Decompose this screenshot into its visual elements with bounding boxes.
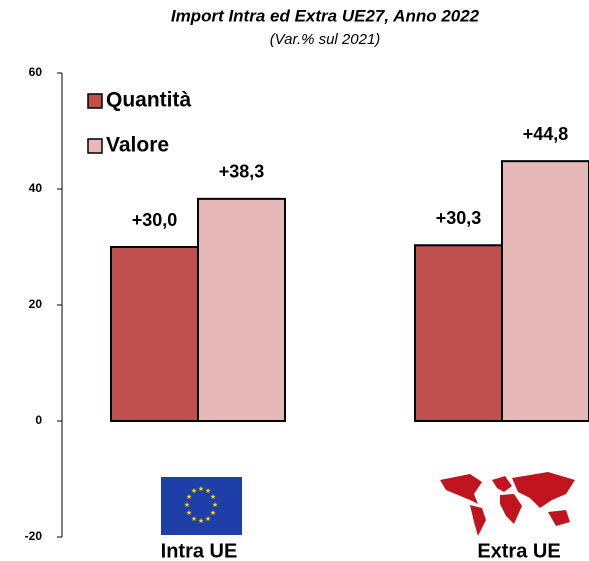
svg-text:★: ★ [191, 515, 197, 523]
svg-text:★: ★ [186, 509, 192, 517]
svg-text:★: ★ [210, 493, 216, 501]
bar [501, 160, 589, 422]
bar [414, 244, 503, 422]
value-label: +30,0 [132, 210, 178, 230]
y-tick-label: -20 [25, 529, 43, 543]
svg-text:★: ★ [212, 501, 218, 509]
svg-text:★: ★ [210, 509, 216, 517]
eu-flag: ★ ★★ ★★★ ★★★ ★★★ [161, 477, 242, 535]
value-label: +44,8 [523, 124, 569, 144]
legend-label: Valore [106, 134, 169, 157]
svg-text:★: ★ [184, 501, 190, 509]
legend-swatch [87, 138, 103, 154]
y-tick-label: 40 [29, 181, 43, 195]
x-tick-label: Intra UE [161, 540, 238, 561]
y-tick-label: 20 [29, 297, 43, 311]
legend-swatch [87, 93, 103, 109]
y-tick-label: 60 [29, 65, 43, 79]
chart-title: Import Intra ed Extra UE27, Anno 2022 [171, 6, 480, 25]
chart-subtitle: (Var.% sul 2021) [270, 31, 381, 48]
world-map [440, 472, 575, 536]
svg-text:★: ★ [205, 515, 211, 523]
value-label: +30,3 [436, 208, 482, 228]
svg-text:★: ★ [198, 517, 204, 525]
x-tick-label: Extra UE [477, 540, 560, 561]
legend-label: Quantità [106, 89, 191, 112]
svg-text:★: ★ [186, 493, 192, 501]
svg-text:★: ★ [191, 487, 197, 495]
bar [197, 197, 286, 422]
bar [110, 246, 199, 422]
svg-text:★: ★ [205, 487, 211, 495]
y-tick-label: 0 [35, 413, 42, 427]
svg-text:★: ★ [198, 485, 204, 493]
value-label: +38,3 [219, 162, 265, 182]
